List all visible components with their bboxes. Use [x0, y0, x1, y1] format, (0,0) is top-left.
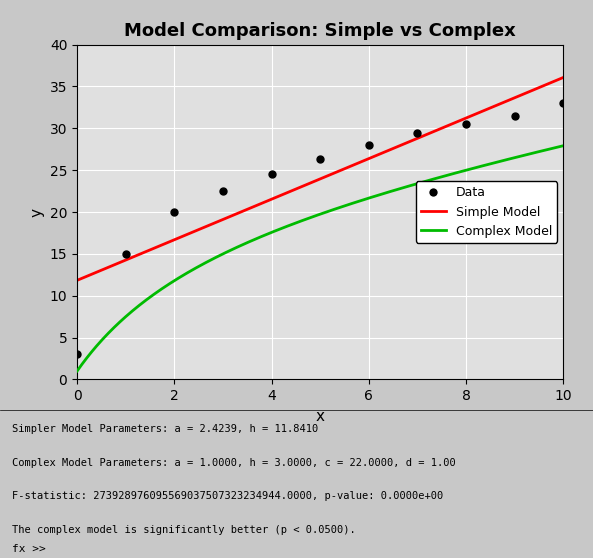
- Point: [315, 155, 325, 164]
- Point: [170, 208, 179, 217]
- Legend: Data, Simple Model, Complex Model: Data, Simple Model, Complex Model: [416, 181, 557, 243]
- Text: Simpler Model Parameters: a = 2.4239, h = 11.8410: Simpler Model Parameters: a = 2.4239, h …: [12, 425, 318, 435]
- Text: Complex Model Parameters: a = 1.0000, h = 3.0000, c = 22.0000, d = 1.00: Complex Model Parameters: a = 1.0000, h …: [12, 458, 455, 468]
- Point: [72, 350, 82, 359]
- Text: The complex model is significantly better (p < 0.0500).: The complex model is significantly bette…: [12, 525, 356, 535]
- Point: [413, 128, 422, 137]
- Y-axis label: y: y: [29, 208, 44, 217]
- Title: Model Comparison: Simple vs Complex: Model Comparison: Simple vs Complex: [125, 22, 516, 40]
- Point: [559, 99, 568, 108]
- Text: F-statistic: 273928976095569037507323234944.0000, p-value: 0.0000e+00: F-statistic: 273928976095569037507323234…: [12, 492, 443, 502]
- Point: [364, 141, 374, 150]
- Point: [121, 249, 130, 258]
- X-axis label: x: x: [315, 408, 325, 424]
- Point: [461, 119, 471, 128]
- Point: [218, 186, 228, 196]
- Point: [510, 111, 519, 120]
- Point: [267, 170, 276, 179]
- Text: fx >>: fx >>: [12, 545, 46, 555]
